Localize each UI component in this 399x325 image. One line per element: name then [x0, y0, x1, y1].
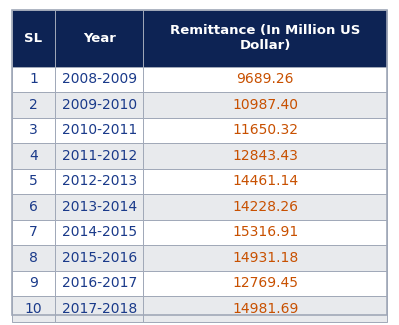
Text: 7: 7: [29, 226, 38, 240]
Bar: [55, 92, 143, 118]
Text: 2: 2: [29, 98, 38, 112]
Bar: [12, 10, 55, 67]
Bar: [143, 169, 387, 194]
Bar: [55, 143, 143, 169]
Bar: [55, 10, 143, 67]
Bar: [55, 169, 143, 194]
Bar: [12, 194, 55, 220]
Text: 2013-2014: 2013-2014: [61, 200, 137, 214]
Bar: [55, 245, 143, 271]
Text: 14931.18: 14931.18: [232, 251, 298, 265]
Text: 11650.32: 11650.32: [232, 124, 298, 137]
Bar: [143, 67, 387, 92]
Bar: [55, 194, 143, 220]
Bar: [55, 220, 143, 245]
Text: 2009-2010: 2009-2010: [61, 98, 137, 112]
Text: 10: 10: [25, 302, 42, 316]
Bar: [143, 194, 387, 220]
Text: 2011-2012: 2011-2012: [61, 149, 137, 163]
Text: 8: 8: [29, 251, 38, 265]
Text: 4: 4: [29, 149, 38, 163]
Bar: [12, 169, 55, 194]
Text: 2012-2013: 2012-2013: [61, 175, 137, 188]
Text: 14461.14: 14461.14: [232, 175, 298, 188]
Bar: [55, 118, 143, 143]
Text: 2010-2011: 2010-2011: [61, 124, 137, 137]
Text: Year: Year: [83, 32, 116, 45]
Bar: [143, 220, 387, 245]
Text: 1: 1: [29, 72, 38, 86]
Bar: [12, 245, 55, 271]
Text: 2008-2009: 2008-2009: [61, 72, 137, 86]
Text: 3: 3: [29, 124, 38, 137]
Text: 5: 5: [29, 175, 38, 188]
Text: 10987.40: 10987.40: [232, 98, 298, 112]
Bar: [12, 220, 55, 245]
Bar: [12, 67, 55, 92]
Text: 14981.69: 14981.69: [232, 302, 298, 316]
Text: 12769.45: 12769.45: [232, 277, 298, 291]
Bar: [12, 271, 55, 296]
Text: 2016-2017: 2016-2017: [61, 277, 137, 291]
Bar: [55, 271, 143, 296]
Bar: [143, 271, 387, 296]
Bar: [12, 296, 55, 322]
Bar: [143, 143, 387, 169]
Text: 2014-2015: 2014-2015: [61, 226, 137, 240]
Bar: [12, 118, 55, 143]
Bar: [143, 92, 387, 118]
Text: 2015-2016: 2015-2016: [61, 251, 137, 265]
Bar: [55, 67, 143, 92]
Text: 15316.91: 15316.91: [232, 226, 298, 240]
Text: 9: 9: [29, 277, 38, 291]
Text: 2017-2018: 2017-2018: [61, 302, 137, 316]
Bar: [12, 143, 55, 169]
Bar: [12, 92, 55, 118]
Text: SL: SL: [24, 32, 43, 45]
Bar: [55, 296, 143, 322]
Bar: [143, 10, 387, 67]
Text: 6: 6: [29, 200, 38, 214]
Text: 14228.26: 14228.26: [232, 200, 298, 214]
Bar: [143, 296, 387, 322]
Bar: [143, 118, 387, 143]
Text: 9689.26: 9689.26: [236, 72, 294, 86]
Text: Remittance (In Million US
Dollar): Remittance (In Million US Dollar): [170, 24, 360, 52]
Bar: [143, 245, 387, 271]
Text: 12843.43: 12843.43: [232, 149, 298, 163]
